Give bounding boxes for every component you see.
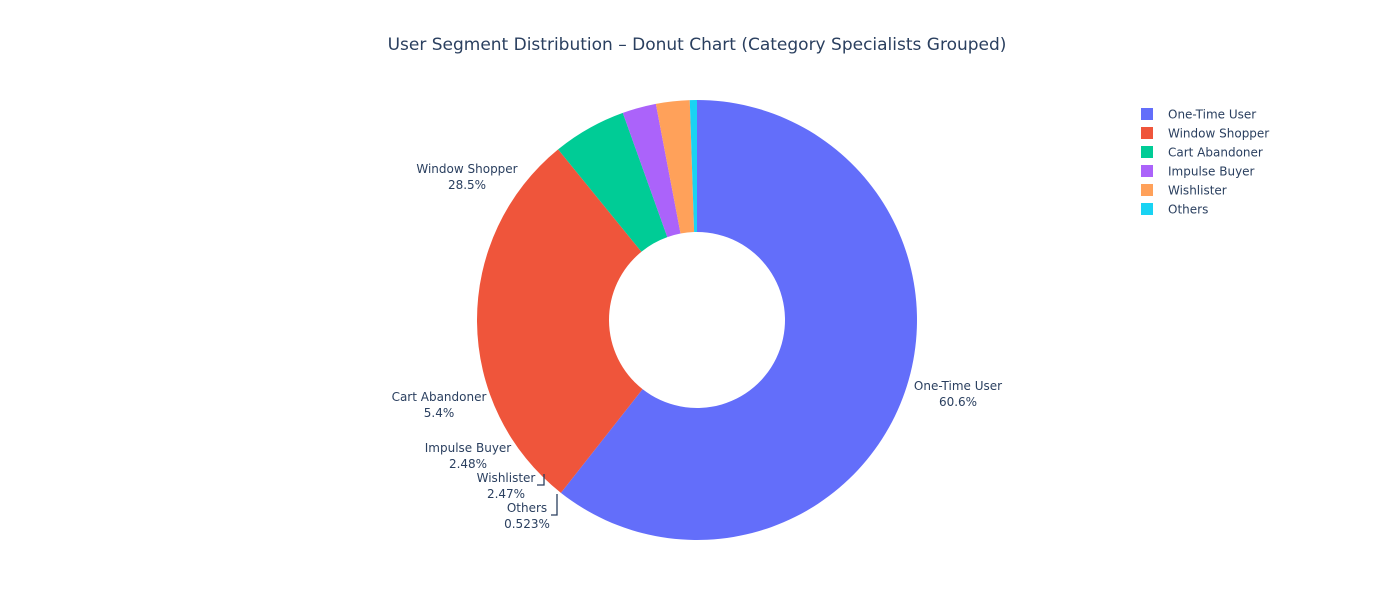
slice-label-others: Others 0.523% (504, 501, 550, 531)
chart-title: User Segment Distribution – Donut Chart … (388, 35, 1007, 55)
legend-item-others[interactable]: Others (1141, 203, 1208, 217)
slice-label-percent: 5.4% (424, 406, 455, 420)
legend-swatch (1141, 146, 1153, 158)
legend-swatch (1141, 165, 1153, 177)
slice-cart-abandoner[interactable] (558, 112, 668, 252)
slice-wishlister[interactable] (655, 100, 695, 234)
slice-label-name: Cart Abandoner (392, 390, 487, 404)
legend-label: Wishlister (1168, 184, 1227, 198)
legend-item-impulse-buyer[interactable]: Impulse Buyer (1141, 165, 1255, 179)
legend-swatch (1141, 184, 1153, 196)
legend-label: Impulse Buyer (1168, 165, 1255, 179)
slice-label-impulse-buyer: Impulse Buyer 2.48% (425, 441, 512, 471)
slice-window-shopper[interactable] (476, 149, 643, 493)
legend-label: Others (1168, 203, 1208, 217)
slice-label-name: Wishlister (477, 471, 536, 485)
slice-label-name: Impulse Buyer (425, 441, 512, 455)
slice-label-percent: 2.48% (449, 457, 487, 471)
leader-line-others (551, 494, 558, 516)
donut-slices (476, 100, 918, 540)
legend-label: Window Shopper (1168, 127, 1269, 141)
slice-label-percent: 60.6% (939, 395, 977, 409)
slice-label-name: Window Shopper (416, 162, 517, 176)
legend-item-cart-abandoner[interactable]: Cart Abandoner (1141, 146, 1263, 160)
legend-label: Cart Abandoner (1168, 146, 1263, 160)
slice-label-one-time-user: One-Time User 60.6% (914, 379, 1002, 409)
slice-labels: One-Time User 60.6% Window Shopper 28.5% Car… (392, 162, 1003, 531)
legend-item-wishlister[interactable]: Wishlister (1141, 184, 1227, 198)
slice-label-percent: 28.5% (448, 178, 486, 192)
slice-label-name: One-Time User (914, 379, 1002, 393)
leader-line-wishlister (537, 474, 545, 486)
legend: One-Time User Window Shopper Cart Abandone… (1141, 108, 1269, 217)
slice-label-name: Others (507, 501, 547, 515)
legend-swatch (1141, 127, 1153, 139)
legend-item-one-time-user[interactable]: One-Time User (1141, 108, 1256, 122)
legend-swatch (1141, 203, 1153, 215)
slice-label-percent: 2.47% (487, 487, 525, 501)
slice-label-percent: 0.523% (504, 517, 550, 531)
slice-one-time-user[interactable] (560, 100, 918, 540)
slice-label-window-shopper: Window Shopper 28.5% (416, 162, 517, 192)
legend-label: One-Time User (1168, 108, 1256, 122)
slice-impulse-buyer[interactable] (622, 103, 681, 238)
slice-label-cart-abandoner: Cart Abandoner 5.4% (392, 390, 487, 420)
legend-swatch (1141, 108, 1153, 120)
slice-label-wishlister: Wishlister 2.47% (477, 471, 536, 501)
slice-others[interactable] (689, 100, 697, 233)
legend-item-window-shopper[interactable]: Window Shopper (1141, 127, 1269, 141)
